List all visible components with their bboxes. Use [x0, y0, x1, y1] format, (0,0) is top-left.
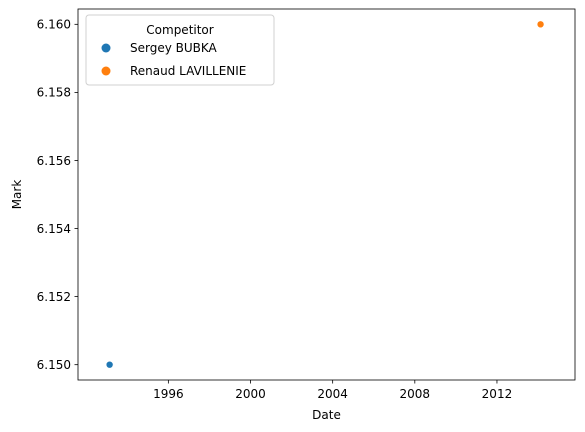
legend-entry-renaud-lavillenie: Renaud LAVILLENIE	[130, 64, 246, 78]
x-axis: 1996 2000 2004 2008 2012	[153, 380, 512, 401]
x-tick-label: 2008	[400, 387, 431, 401]
data-point-renaud-lavillenie	[536, 20, 545, 29]
legend: Competitor Sergey BUBKA Renaud LAVILLENI…	[85, 14, 275, 86]
legend-entry-sergey-bubka: Sergey BUBKA	[130, 41, 218, 55]
y-tick-label: 6.156	[37, 154, 71, 168]
legend-marker-renaud-lavillenie	[101, 66, 111, 76]
x-tick-label: 1996	[153, 387, 184, 401]
legend-box	[85, 14, 275, 86]
y-tick-label: 6.154	[37, 222, 71, 236]
legend-title: Competitor	[146, 23, 213, 37]
y-axis-label: Mark	[10, 180, 24, 210]
y-axis: 6.150 6.152 6.154 6.156 6.158 6.160	[37, 18, 78, 372]
data-points	[105, 20, 545, 369]
x-tick-label: 2004	[317, 387, 348, 401]
data-point-sergey-bubka	[105, 360, 114, 369]
y-tick-label: 6.158	[37, 86, 71, 100]
x-tick-label: 2012	[482, 387, 513, 401]
x-axis-label: Date	[312, 408, 341, 422]
y-tick-label: 6.160	[37, 18, 71, 32]
y-tick-label: 6.152	[37, 290, 71, 304]
legend-marker-sergey-bubka	[101, 43, 111, 53]
x-tick-label: 2000	[235, 387, 266, 401]
y-tick-label: 6.150	[37, 358, 71, 372]
